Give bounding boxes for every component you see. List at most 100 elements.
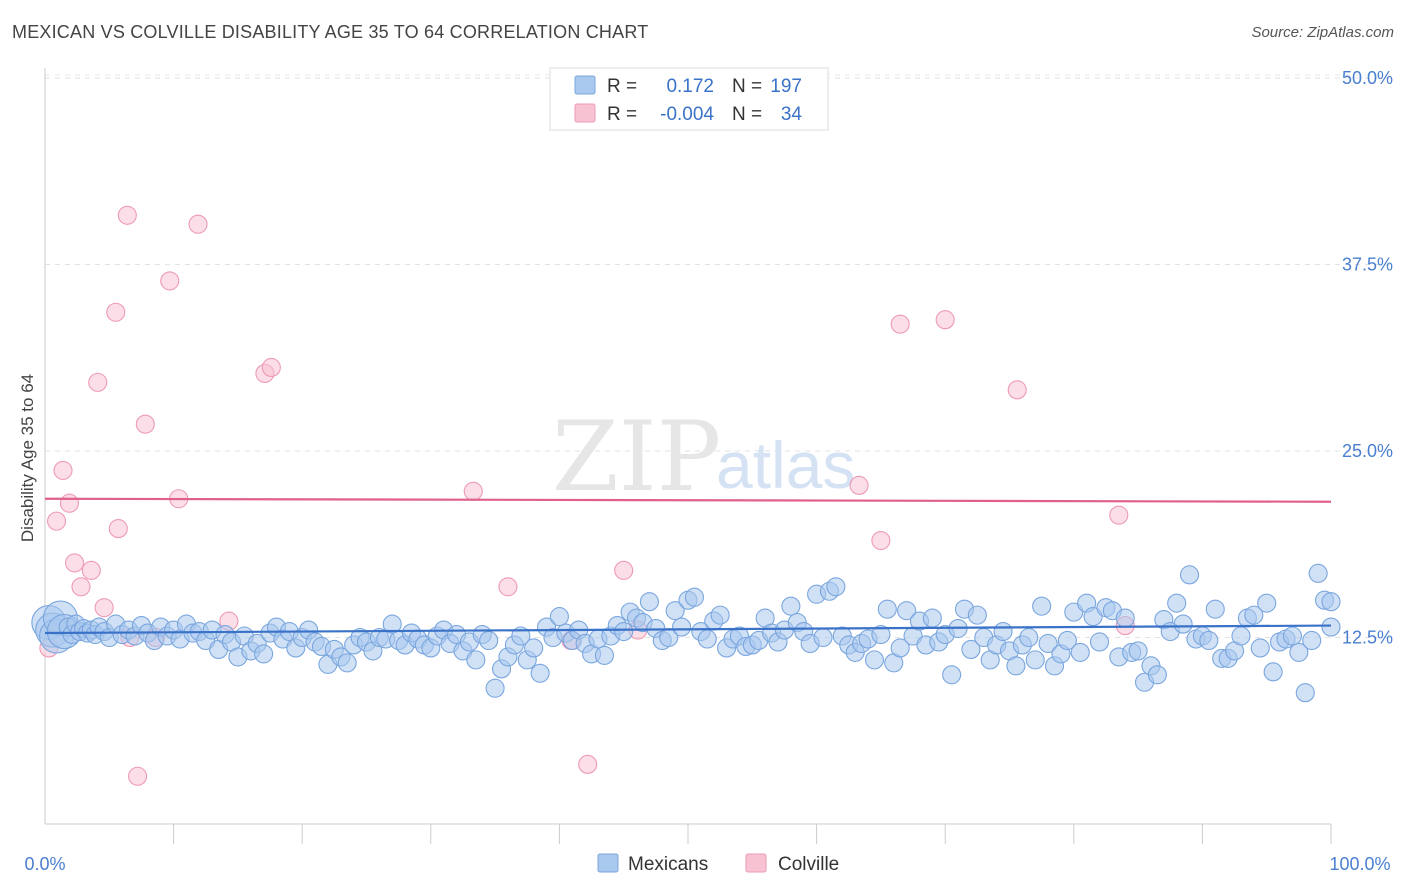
- mexicans-point-182: [1173, 614, 1193, 634]
- legend-r-value-mexicans: 0.172: [666, 76, 714, 97]
- mexicans-point-202: [1302, 630, 1322, 651]
- colville-point-13: [128, 766, 148, 786]
- colville-point-14: [135, 414, 155, 434]
- x-max-label: 100.0%: [1329, 854, 1390, 874]
- mexicans-point-128: [826, 577, 846, 597]
- mexicans-point-75: [485, 678, 505, 698]
- colville-point-16: [160, 271, 180, 291]
- colville-point-26: [614, 560, 634, 580]
- mexicans-point-82: [530, 663, 550, 683]
- colville-point-9: [106, 302, 126, 322]
- colville-point-28: [849, 475, 869, 495]
- mexicans-point-193: [1244, 605, 1264, 625]
- mexicans-point-150: [967, 605, 987, 625]
- mexicans-point-159: [1025, 650, 1045, 670]
- mexicans-point-194: [1250, 638, 1270, 658]
- bottom-legend-swatch-colville: [745, 853, 767, 873]
- mexicans-point-92: [594, 645, 614, 665]
- mexicans-point-173: [1115, 608, 1135, 628]
- colville-point-8: [94, 598, 114, 618]
- bottom-legend-label-mexicans: Mexicans: [628, 854, 708, 875]
- y-tick-label-2: 37.5%: [1342, 255, 1393, 275]
- y-tick-label-1: 25.0%: [1342, 441, 1393, 461]
- mexicans-point-59: [382, 614, 402, 634]
- colville-point-32: [1007, 380, 1027, 400]
- colville-trend-line: [44, 497, 1332, 503]
- mexicans-point-74: [479, 630, 499, 651]
- mexicans-point-166: [1070, 642, 1090, 662]
- mexicans-point-72: [466, 650, 486, 670]
- bottom-legend-label-colville: Colville: [778, 854, 839, 875]
- mexicans-point-39: [254, 644, 274, 664]
- mexicans-point-110: [710, 605, 730, 625]
- mexicans-point-183: [1179, 565, 1200, 585]
- y-tick-label-0: 12.5%: [1342, 628, 1393, 648]
- mexicans-point-201: [1295, 683, 1315, 703]
- colville-point-3: [59, 493, 79, 513]
- mexicans-point-95: [614, 621, 634, 642]
- mexicans-point-104: [672, 617, 692, 637]
- mexicans-point-81: [524, 638, 544, 658]
- mexicans-point-181: [1167, 593, 1187, 613]
- mexicans-point-106: [684, 587, 704, 607]
- legend-frame: [549, 67, 829, 131]
- mexicans-point-175: [1128, 641, 1148, 661]
- colville-point-22: [463, 481, 483, 501]
- colville-point-23: [498, 577, 518, 597]
- mexicans-point-85: [549, 607, 569, 627]
- mexicans-point-143: [922, 608, 942, 628]
- mexicans-point-52: [337, 653, 357, 673]
- mexicans-point-108: [697, 629, 717, 649]
- mexicans-point-103: [665, 601, 685, 621]
- legend-n-value-mexicans: 197: [770, 76, 802, 97]
- x-min-label: 0.0%: [24, 854, 65, 874]
- colville-point-10: [108, 519, 128, 539]
- mexicans-point-178: [1147, 665, 1167, 685]
- colville-point-30: [890, 314, 910, 334]
- mexicans-point-203: [1308, 563, 1328, 583]
- bottom-legend: Mexicans Colville: [597, 853, 839, 875]
- mexicans-point-99: [639, 592, 659, 612]
- mexicans-point-205: [1321, 592, 1341, 612]
- legend-swatch-colville: [574, 103, 596, 123]
- mexicans-point-134: [864, 650, 885, 670]
- y-axis-label: Disability Age 35 to 64: [18, 374, 37, 542]
- legend-swatch-mexicans: [574, 75, 596, 95]
- mexicans-point-158: [1019, 627, 1039, 648]
- chart-source: Source: ZipAtlas.com: [1251, 24, 1394, 41]
- legend-r-label-colville: R =: [607, 104, 637, 125]
- colville-point-4: [65, 553, 85, 573]
- legend-n-label-colville: N =: [732, 104, 762, 125]
- mexicans-point-191: [1231, 626, 1251, 646]
- colville-point-7: [88, 372, 108, 392]
- mexicans-point-161: [1038, 633, 1058, 654]
- colville-point-29: [871, 530, 891, 551]
- legend-r-value-colville: -0.004: [660, 104, 714, 125]
- mexicans-point-187: [1205, 599, 1225, 619]
- mexicans-point-149: [961, 639, 981, 659]
- mexicans-point-199: [1282, 626, 1302, 646]
- mexicans-point-126: [813, 627, 833, 648]
- colville-point-33: [1109, 505, 1129, 525]
- colville-point-2: [53, 460, 73, 480]
- gridlines: [45, 74, 1392, 638]
- mexicans-point-135: [871, 624, 891, 645]
- colville-point-5: [71, 577, 91, 597]
- mexicans-points: [31, 563, 1341, 703]
- mexicans-point-196: [1263, 662, 1283, 682]
- mexicans-point-200: [1289, 642, 1309, 662]
- y-axis-tick-labels: 12.5% 25.0% 37.5% 50.0%: [1342, 68, 1393, 648]
- mexicans-point-206: [1321, 617, 1341, 637]
- mexicans-point-121: [781, 596, 801, 616]
- mexicans-point-156: [1006, 656, 1026, 676]
- mexicans-point-146: [942, 665, 962, 685]
- colville-point-31: [935, 310, 955, 330]
- mexicans-point-136: [877, 599, 897, 619]
- mexicans-point-154: [993, 621, 1013, 642]
- mexicans-point-79: [511, 626, 531, 646]
- colville-point-21: [261, 357, 281, 377]
- mexicans-trend-line: [44, 624, 1332, 635]
- mexicans-point-160: [1032, 596, 1052, 616]
- colville-point-25: [578, 754, 598, 774]
